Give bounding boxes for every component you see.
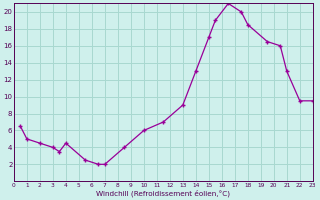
X-axis label: Windchill (Refroidissement éolien,°C): Windchill (Refroidissement éolien,°C) (96, 189, 230, 197)
